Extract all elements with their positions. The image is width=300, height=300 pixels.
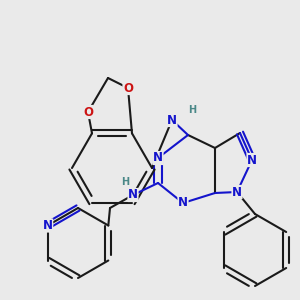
- Text: O: O: [123, 82, 133, 94]
- Text: N: N: [247, 154, 257, 166]
- Text: H: H: [121, 177, 129, 187]
- Text: O: O: [83, 106, 93, 118]
- Text: H: H: [188, 105, 196, 115]
- Text: N: N: [178, 196, 188, 209]
- Text: N: N: [153, 152, 163, 164]
- Text: N: N: [167, 113, 177, 127]
- Text: N: N: [43, 219, 53, 232]
- Text: N: N: [232, 185, 242, 199]
- Text: N: N: [128, 188, 138, 202]
